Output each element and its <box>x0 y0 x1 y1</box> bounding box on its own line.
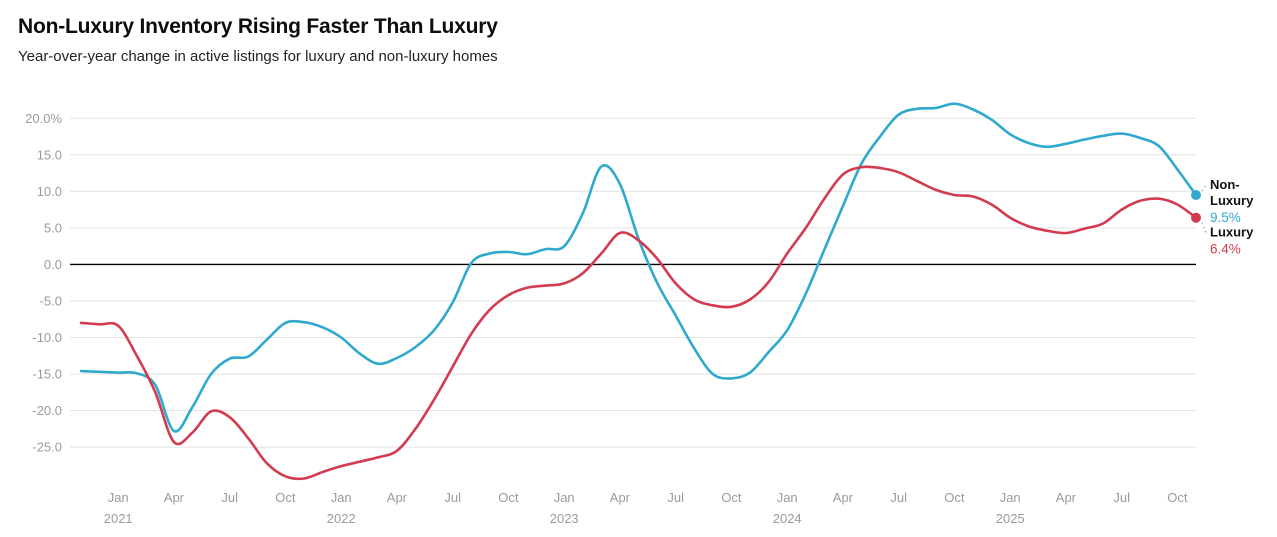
x-tick-label: Jan <box>108 490 129 505</box>
page-subtitle: Year-over-year change in active listings… <box>18 48 498 66</box>
x-tick-label: Jan <box>777 490 798 505</box>
series-name-label: Luxury <box>1210 193 1254 208</box>
x-tick-label: Jul <box>444 490 461 505</box>
x-tick-year: 2025 <box>996 511 1025 526</box>
y-tick-label: -20.0 <box>32 403 62 418</box>
series-name-label: Non- <box>1210 177 1240 192</box>
y-tick-label: -10.0 <box>32 330 62 345</box>
x-tick-label: Jan <box>554 490 575 505</box>
x-tick-label: Oct <box>498 490 519 505</box>
y-tick-label: -15.0 <box>32 367 62 382</box>
y-tick-label: 20.0% <box>25 111 62 126</box>
y-tick-label: 5.0 <box>44 220 62 235</box>
x-tick-label: Oct <box>944 490 965 505</box>
x-tick-label: Jul <box>890 490 907 505</box>
x-tick-year: 2022 <box>327 511 356 526</box>
x-tick-label: Apr <box>610 490 631 505</box>
y-tick-label: 15.0 <box>37 147 62 162</box>
x-tick-label: Apr <box>833 490 854 505</box>
y-tick-label: -25.0 <box>32 440 62 455</box>
non-luxury-endpoint-dot <box>1191 190 1201 200</box>
series-latest-value: 6.4% <box>1210 242 1241 257</box>
y-tick-label: -5.0 <box>40 294 62 309</box>
chart-header: Non-Luxury Inventory Rising Faster Than … <box>18 14 498 65</box>
x-tick-label: Oct <box>275 490 296 505</box>
luxury-endpoint-dot <box>1191 212 1201 223</box>
x-tick-label: Jul <box>667 490 684 505</box>
series-latest-value: 9.5% <box>1210 210 1241 225</box>
x-tick-label: Jul <box>221 490 238 505</box>
x-tick-label: Jan <box>331 490 352 505</box>
x-tick-label: Oct <box>1167 490 1188 505</box>
luxury-line <box>79 165 1198 481</box>
non-luxury-line <box>79 102 1198 433</box>
x-tick-label: Apr <box>164 490 185 505</box>
x-tick-label: Jan <box>1000 490 1021 505</box>
x-tick-label: Oct <box>721 490 742 505</box>
y-tick-label: 10.0 <box>37 184 62 199</box>
y-tick-label: 0.0 <box>44 257 62 272</box>
page-title: Non-Luxury Inventory Rising Faster Than … <box>18 15 498 38</box>
x-tick-label: Apr <box>387 490 408 505</box>
x-tick-year: 2023 <box>550 511 579 526</box>
series-name-label: Luxury <box>1210 225 1254 240</box>
x-tick-year: 2021 <box>104 511 133 526</box>
x-tick-label: Apr <box>1056 490 1077 505</box>
label-connector <box>1201 184 1207 192</box>
x-tick-year: 2024 <box>773 511 802 526</box>
x-tick-label: Jul <box>1113 490 1130 505</box>
label-connector <box>1201 222 1207 233</box>
